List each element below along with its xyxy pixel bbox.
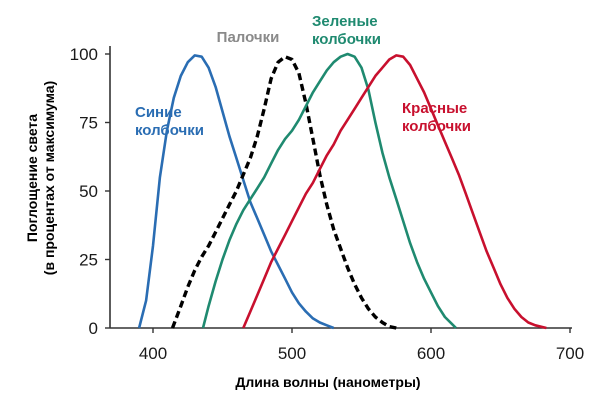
y-axis-title-line-1: Поглощение света <box>24 114 40 242</box>
x-tick-label: 400 <box>139 344 167 363</box>
series-label-line: колбочки <box>402 118 471 135</box>
series-label: Палочки <box>217 29 280 46</box>
y-tick-label: 0 <box>89 319 98 338</box>
series-lines <box>137 52 547 330</box>
series-label-line: колбочки <box>312 31 381 48</box>
tick-labels: 0 25 50 75 100 400 500 600 700 <box>70 45 585 363</box>
series-line <box>201 52 457 329</box>
series-line <box>137 54 335 330</box>
x-tick-label: 500 <box>278 344 306 363</box>
series-label-line: Зеленые <box>312 13 378 30</box>
series-label: Красные колбочки <box>402 100 471 135</box>
axes <box>105 46 572 333</box>
y-tick-label: 25 <box>79 251 98 270</box>
series-label-line: Синие <box>135 104 182 121</box>
y-tick-label: 75 <box>79 114 98 133</box>
y-tick-label: 50 <box>79 182 98 201</box>
series-label: Синие колбочки <box>135 104 204 139</box>
y-axis-title: Поглощение света <box>24 114 40 242</box>
series-label-line: Палочки <box>217 29 280 46</box>
x-tick-label: 600 <box>417 344 445 363</box>
series-line <box>242 54 547 330</box>
y-axis-title-line-2: (в процентах от максимума) <box>41 81 57 275</box>
series-label-line: Красные <box>402 100 467 117</box>
y-axis-title-2: (в процентах от максимума) <box>41 81 57 275</box>
series-label: Зеленые колбочки <box>312 13 381 48</box>
x-axis-title: Длина волны (нанометры) <box>235 374 420 390</box>
series-label-line: колбочки <box>135 122 204 139</box>
x-tick-label: 700 <box>556 344 584 363</box>
y-tick-label: 100 <box>70 45 98 64</box>
